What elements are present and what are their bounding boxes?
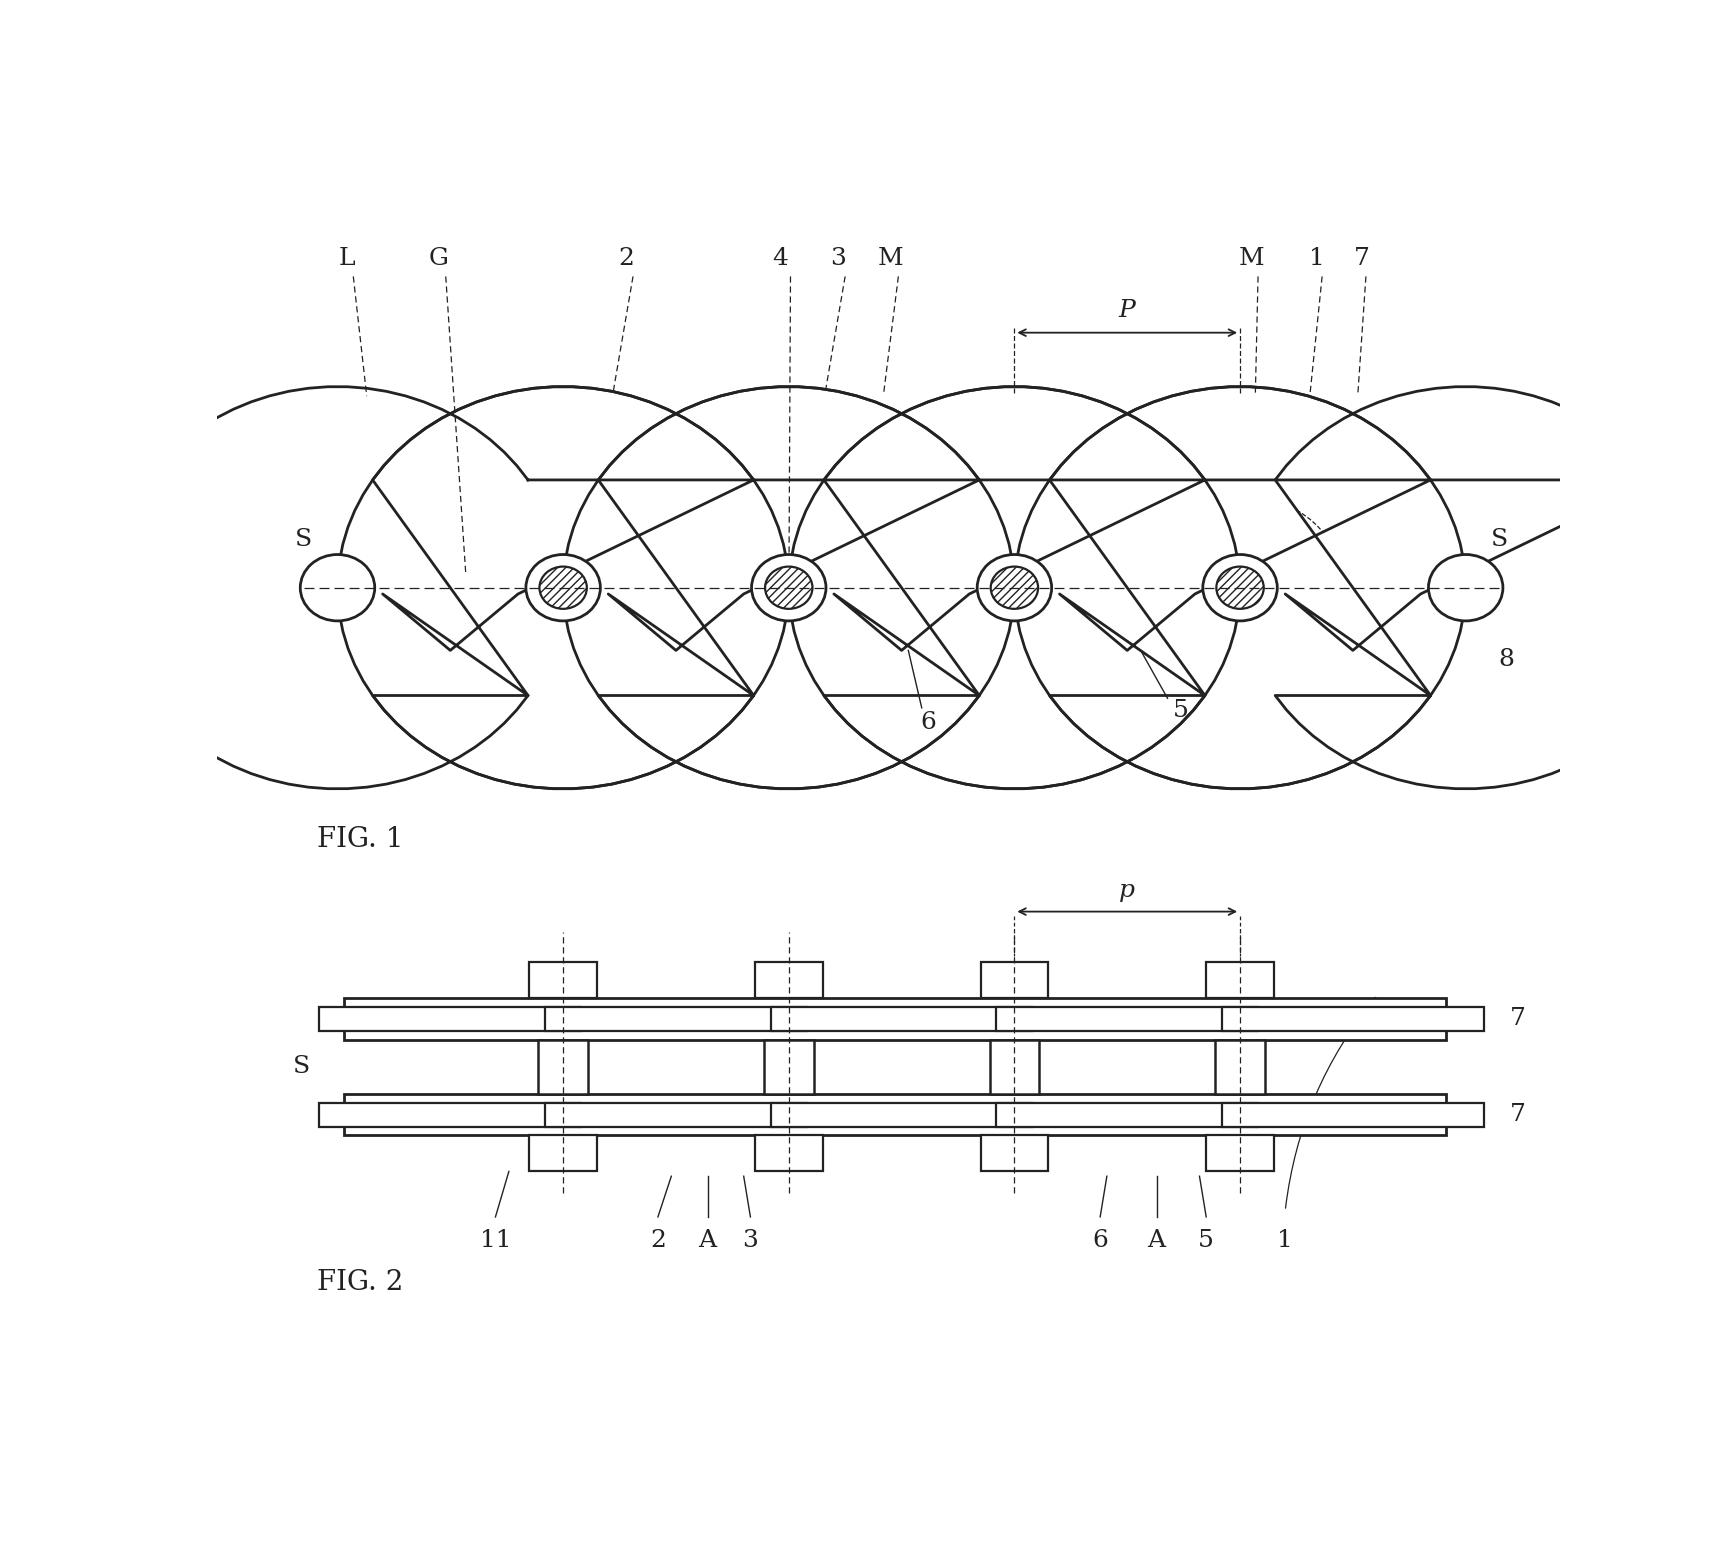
- Bar: [989, 1040, 1039, 1093]
- Circle shape: [977, 555, 1051, 620]
- Text: S: S: [293, 1056, 310, 1078]
- Bar: [1205, 1135, 1273, 1171]
- Bar: [345, 998, 1444, 1040]
- Polygon shape: [563, 387, 1238, 788]
- Text: S: S: [1490, 529, 1507, 552]
- Bar: [980, 963, 1048, 998]
- Bar: [319, 1102, 580, 1126]
- Circle shape: [1202, 555, 1276, 620]
- Circle shape: [752, 555, 826, 620]
- Bar: [546, 1006, 807, 1031]
- Circle shape: [764, 566, 812, 610]
- Text: 8: 8: [1496, 648, 1514, 672]
- Text: 6: 6: [1091, 1228, 1107, 1252]
- Bar: [539, 1040, 587, 1093]
- Bar: [345, 1093, 1444, 1135]
- Text: M: M: [876, 247, 902, 271]
- Text: 11: 11: [480, 1228, 511, 1252]
- Bar: [1205, 963, 1273, 998]
- Text: 2: 2: [618, 247, 634, 271]
- Text: 3: 3: [741, 1228, 759, 1252]
- Polygon shape: [113, 387, 788, 788]
- Circle shape: [1216, 566, 1263, 610]
- Bar: [755, 963, 823, 998]
- Bar: [764, 1040, 812, 1093]
- Circle shape: [991, 566, 1037, 610]
- Bar: [1221, 1102, 1483, 1126]
- Text: 7: 7: [1353, 247, 1368, 271]
- Polygon shape: [338, 387, 1013, 788]
- Circle shape: [300, 555, 374, 620]
- Text: 2: 2: [650, 1228, 665, 1252]
- Text: 7: 7: [1509, 1102, 1524, 1126]
- Bar: [980, 1135, 1048, 1171]
- Bar: [546, 1102, 807, 1126]
- Text: 3: 3: [830, 247, 845, 271]
- Bar: [319, 1006, 580, 1031]
- Text: 7: 7: [1509, 1008, 1524, 1031]
- Text: 1: 1: [1308, 247, 1323, 271]
- Text: 1: 1: [1276, 1228, 1292, 1252]
- Bar: [1221, 1006, 1483, 1031]
- Text: 6: 6: [920, 711, 935, 734]
- Circle shape: [539, 566, 587, 610]
- Text: 5: 5: [1173, 698, 1188, 722]
- Bar: [771, 1102, 1032, 1126]
- Bar: [528, 1135, 596, 1171]
- Text: L: L: [338, 247, 355, 271]
- Polygon shape: [1013, 387, 1690, 788]
- Bar: [528, 963, 596, 998]
- Text: 4: 4: [771, 247, 788, 271]
- Text: 5: 5: [1197, 1228, 1214, 1252]
- Circle shape: [525, 555, 599, 620]
- Text: p: p: [1119, 879, 1134, 902]
- Text: M: M: [1238, 247, 1263, 271]
- Text: A: A: [1147, 1228, 1166, 1252]
- Text: FIG. 2: FIG. 2: [317, 1269, 404, 1295]
- Bar: [771, 1006, 1032, 1031]
- Text: P: P: [1119, 299, 1134, 322]
- Bar: [1214, 1040, 1264, 1093]
- Bar: [755, 1135, 823, 1171]
- Text: A: A: [698, 1228, 717, 1252]
- Text: S: S: [294, 529, 312, 552]
- Text: FIG. 1: FIG. 1: [317, 826, 404, 852]
- Circle shape: [1427, 555, 1502, 620]
- Polygon shape: [788, 387, 1465, 788]
- Text: G: G: [430, 247, 449, 271]
- Bar: [996, 1102, 1257, 1126]
- Bar: [996, 1006, 1257, 1031]
